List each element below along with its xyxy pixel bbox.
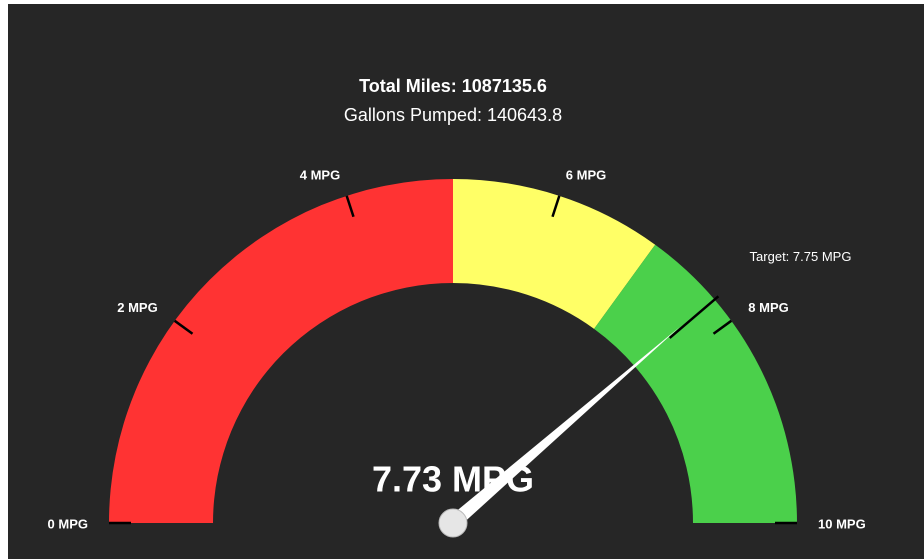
needle xyxy=(448,326,680,529)
gauge-band xyxy=(453,179,656,329)
chart-title: Total Miles: 1087135.6 xyxy=(359,76,547,96)
tick-mark xyxy=(173,319,194,335)
needle-hub xyxy=(438,508,468,538)
gauge-band xyxy=(109,179,453,523)
tick-label: 2 MPG xyxy=(117,300,157,315)
target-marker xyxy=(668,295,720,339)
tick-label: 6 MPG xyxy=(566,167,606,182)
tick-mark xyxy=(345,195,355,218)
tick-label: 0 MPG xyxy=(48,516,88,531)
gauge-band xyxy=(594,244,797,523)
tick-mark xyxy=(712,319,733,335)
tick-label: 8 MPG xyxy=(748,300,788,315)
tick-label: 10 MPG xyxy=(818,516,866,531)
target-label: Target: 7.75 MPG xyxy=(750,249,852,264)
chart-subtitle: Gallons Pumped: 140643.8 xyxy=(344,105,562,125)
tick-label: 4 MPG xyxy=(300,167,340,182)
tick-mark xyxy=(551,195,561,218)
